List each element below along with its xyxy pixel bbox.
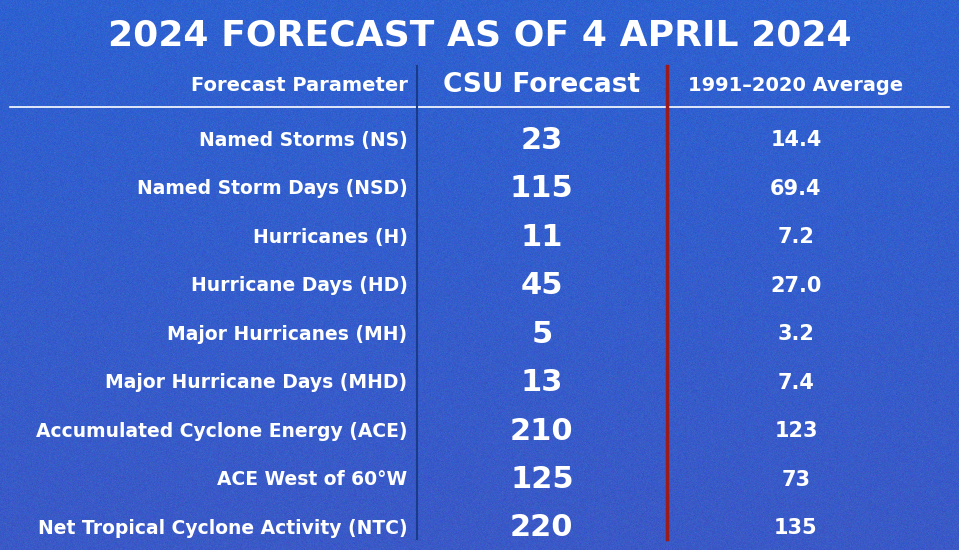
Text: 7.2: 7.2 [778,227,814,247]
Text: CSU Forecast: CSU Forecast [443,72,641,98]
Text: 45: 45 [521,271,563,300]
Text: Hurricane Days (HD): Hurricane Days (HD) [191,276,408,295]
Text: 123: 123 [774,421,818,441]
Text: ACE West of 60°W: ACE West of 60°W [218,470,408,489]
Text: Forecast Parameter: Forecast Parameter [191,76,408,95]
Text: Accumulated Cyclone Energy (ACE): Accumulated Cyclone Energy (ACE) [36,421,408,441]
Text: 69.4: 69.4 [770,179,822,199]
Text: Major Hurricane Days (MHD): Major Hurricane Days (MHD) [105,373,408,392]
Text: 135: 135 [774,518,818,538]
Text: 1991–2020 Average: 1991–2020 Average [689,76,903,95]
Text: 13: 13 [521,368,563,397]
Text: Hurricanes (H): Hurricanes (H) [253,228,408,247]
Text: 125: 125 [510,465,573,494]
Text: 220: 220 [510,514,573,542]
Text: Major Hurricanes (MH): Major Hurricanes (MH) [168,324,408,344]
Text: 2024 FORECAST AS OF 4 APRIL 2024: 2024 FORECAST AS OF 4 APRIL 2024 [107,19,852,53]
Text: 73: 73 [782,470,810,490]
Text: Named Storm Days (NSD): Named Storm Days (NSD) [137,179,408,198]
Text: 210: 210 [510,416,573,446]
Text: 14.4: 14.4 [770,130,822,150]
Text: Net Tropical Cyclone Activity (NTC): Net Tropical Cyclone Activity (NTC) [38,519,408,537]
Text: 23: 23 [521,126,563,155]
Text: 27.0: 27.0 [770,276,822,296]
Text: 3.2: 3.2 [778,324,814,344]
Text: Named Storms (NS): Named Storms (NS) [199,131,408,150]
Text: 11: 11 [521,223,563,252]
Text: 5: 5 [531,320,552,349]
Text: 115: 115 [510,174,573,203]
Text: 7.4: 7.4 [778,372,814,393]
